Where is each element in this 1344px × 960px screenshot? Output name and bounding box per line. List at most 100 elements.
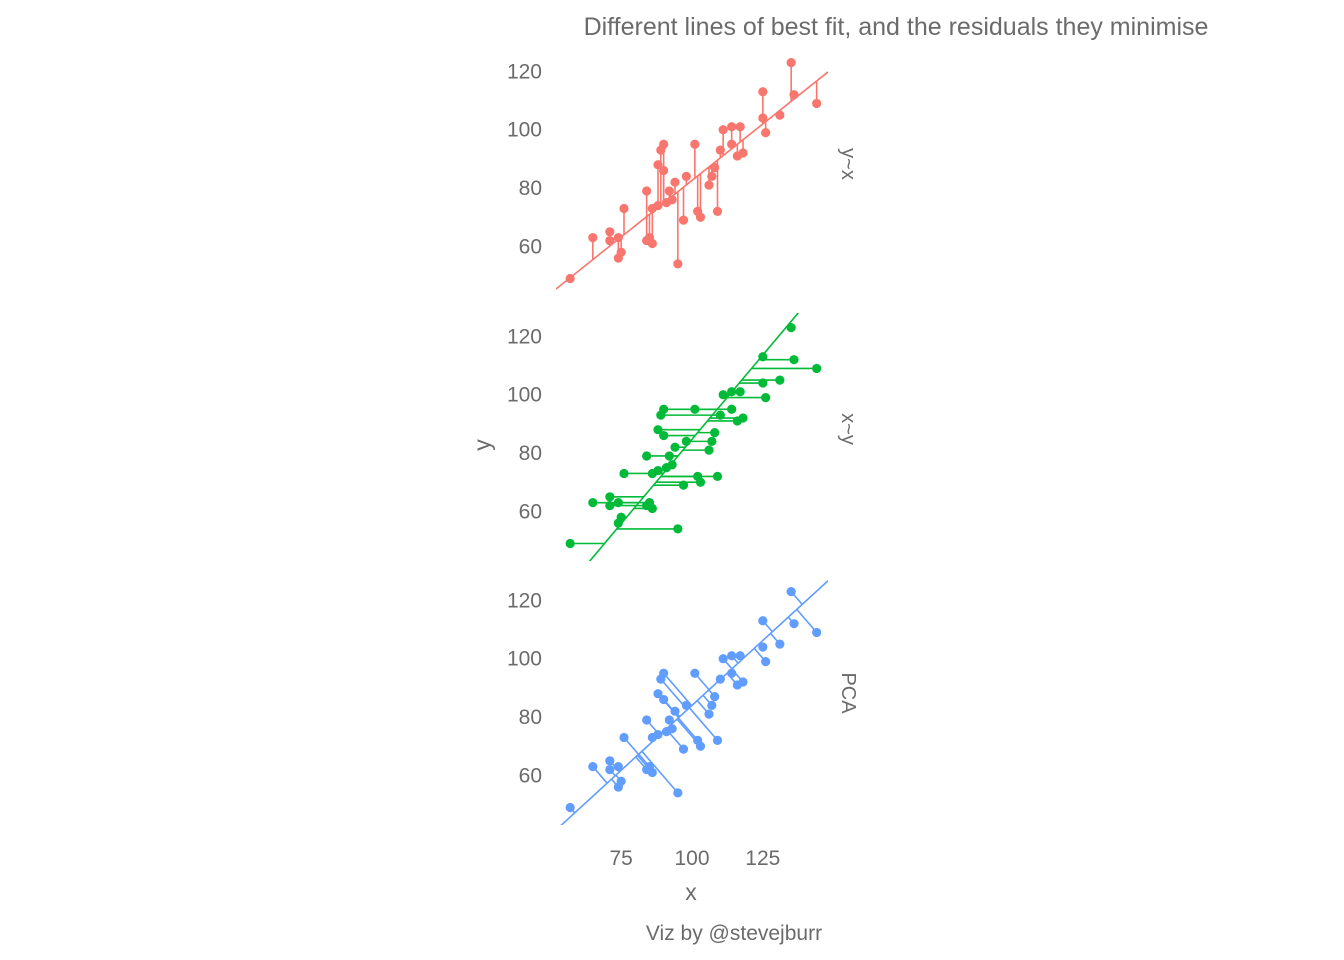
- point-x~y-2: [605, 492, 615, 502]
- point-x~y-4: [613, 498, 623, 508]
- point-PCA-12: [647, 767, 657, 778]
- point-PCA-42: [775, 639, 785, 649]
- residual-PCA-45: [796, 608, 818, 633]
- point-y~x-19: [664, 186, 674, 196]
- point-y~x-20: [667, 195, 677, 205]
- point-PCA-22: [673, 788, 683, 798]
- point-x~y-34: [727, 387, 737, 397]
- point-x~y-31: [712, 471, 723, 481]
- point-y~x-1: [588, 233, 598, 243]
- point-y~x-9: [642, 186, 652, 196]
- y-tick-label: 60: [519, 235, 542, 258]
- point-x~y-16: [659, 404, 669, 414]
- point-y~x-39: [758, 113, 768, 123]
- point-y~x-16: [659, 139, 669, 149]
- y-tick-label: 100: [507, 119, 542, 142]
- point-y~x-23: [678, 215, 689, 225]
- point-y~x-38: [738, 148, 748, 158]
- point-y~x-35: [727, 139, 737, 149]
- point-y~x-40: [758, 87, 768, 97]
- chart-title: Different lines of best fit, and the res…: [584, 13, 1209, 41]
- point-PCA-24: [681, 700, 691, 710]
- y-tick-label: 100: [507, 384, 542, 407]
- point-x~y-25: [690, 404, 700, 414]
- point-PCA-3: [605, 764, 615, 775]
- point-x~y-37: [735, 387, 745, 397]
- fit-line-x~y: [588, 313, 800, 561]
- point-y~x-45: [812, 98, 822, 109]
- facet-label-x~y: x~y: [837, 413, 859, 445]
- point-PCA-34: [727, 651, 737, 661]
- point-x~y-19: [664, 451, 674, 461]
- point-x~y-23: [678, 480, 689, 490]
- point-PCA-43: [786, 586, 796, 597]
- y-tick-label: 80: [519, 442, 542, 465]
- point-x~y-13: [653, 425, 663, 435]
- point-PCA-28: [704, 709, 714, 719]
- x-tick-label: 75: [609, 847, 632, 870]
- point-PCA-39: [758, 642, 768, 652]
- point-y~x-29: [707, 171, 717, 181]
- point-PCA-44: [789, 619, 799, 629]
- point-PCA-7: [619, 732, 629, 743]
- point-x~y-14: [653, 465, 663, 476]
- point-y~x-30: [710, 163, 720, 173]
- point-x~y-43: [786, 322, 796, 333]
- point-x~y-1: [588, 498, 598, 508]
- point-y~x-27: [695, 212, 706, 222]
- y-tick-label: 100: [507, 648, 542, 671]
- x-tick-label: 100: [674, 847, 709, 870]
- point-PCA-1: [588, 762, 598, 772]
- point-y~x-4: [613, 233, 623, 243]
- point-x~y-20: [667, 460, 677, 470]
- caption: Viz by @stevejburr: [646, 922, 822, 945]
- point-x~y-35: [727, 404, 737, 414]
- facet-label-y~x: y~x: [837, 148, 859, 180]
- point-PCA-4: [613, 762, 623, 772]
- point-x~y-41: [761, 393, 771, 403]
- panels: 60 80 100 120 y~x 60 80 100 120 x~y 60 80 100 120 PCA: [507, 57, 859, 825]
- point-x~y-32: [715, 410, 725, 420]
- point-x~y-0: [565, 538, 575, 549]
- point-x~y-24: [681, 436, 691, 446]
- point-x~y-3: [605, 500, 615, 511]
- point-y~x-31: [712, 206, 723, 216]
- point-PCA-33: [718, 654, 728, 664]
- facet-label-PCA: PCA: [837, 672, 859, 714]
- point-x~y-45: [812, 363, 822, 374]
- point-x~y-7: [619, 468, 629, 479]
- point-y~x-41: [761, 128, 771, 138]
- point-PCA-45: [812, 627, 822, 638]
- point-x~y-39: [758, 378, 768, 388]
- panel-plot-area: [560, 580, 828, 825]
- residual-PCA-16: [663, 672, 693, 707]
- y-tick-label: 120: [507, 325, 542, 348]
- point-x~y-33: [718, 390, 728, 400]
- point-PCA-38: [738, 677, 748, 687]
- point-PCA-2: [605, 756, 615, 766]
- point-PCA-16: [659, 668, 669, 678]
- point-y~x-32: [715, 145, 725, 155]
- point-y~x-12: [647, 238, 657, 249]
- residual-PCA-22: [641, 750, 679, 794]
- panel-PCA: 60 80 100 120 PCA: [507, 580, 859, 825]
- point-x~y-9: [642, 451, 652, 461]
- point-x~y-17: [659, 430, 669, 441]
- residual-PCA-26: [677, 717, 699, 741]
- point-x~y-40: [758, 352, 768, 362]
- point-y~x-0: [565, 273, 575, 284]
- panel-x~y: 60 80 100 120 x~y: [507, 313, 859, 561]
- point-y~x-43: [786, 57, 796, 68]
- panel-y~x: 60 80 100 120 y~x: [507, 57, 859, 290]
- point-PCA-35: [727, 668, 737, 678]
- point-y~x-24: [681, 171, 691, 181]
- point-x~y-30: [710, 428, 720, 438]
- fit-line-y~x: [556, 71, 828, 290]
- y-tick-label: 120: [507, 60, 542, 83]
- point-y~x-14: [653, 200, 663, 211]
- panel-plot-area: [565, 313, 822, 561]
- point-y~x-2: [605, 227, 615, 237]
- point-x~y-44: [789, 355, 799, 365]
- point-PCA-31: [712, 735, 723, 745]
